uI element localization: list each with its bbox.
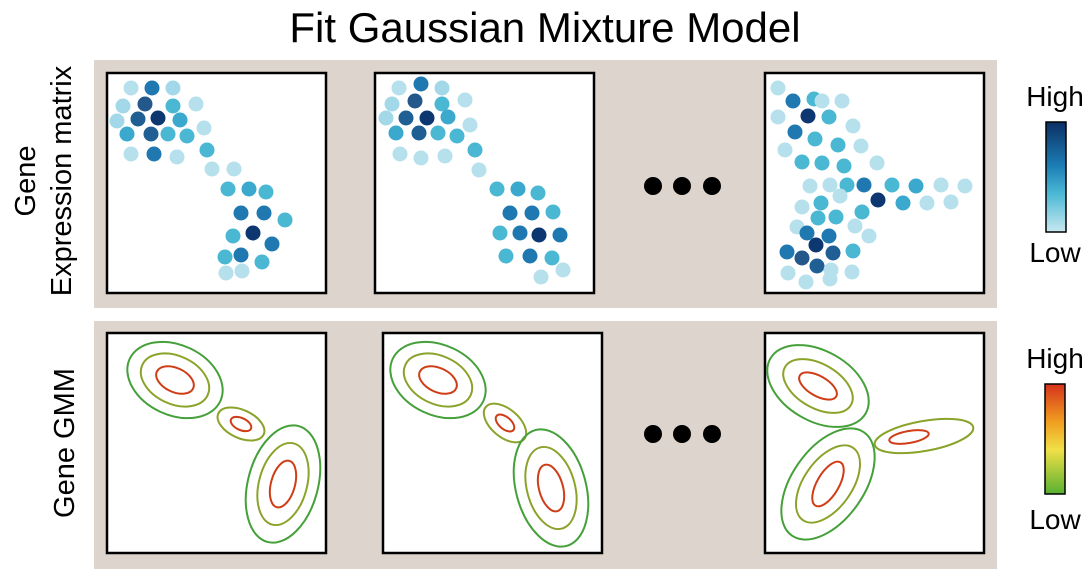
gmm-legend: High Low <box>1026 343 1084 535</box>
legend-high-label: High <box>1026 81 1084 112</box>
gmm-contour-icon <box>766 344 975 541</box>
legend-low-label: Low <box>1029 504 1081 535</box>
row-label-expression-matrix: Expression matrix <box>46 65 78 296</box>
gmm-panel-1 <box>105 331 328 555</box>
expression-colorbar <box>1045 121 1067 233</box>
expression-panel-1 <box>105 71 328 295</box>
down-arrow-connector-fill <box>638 321 727 346</box>
gene-expression-scatter-icon <box>378 76 571 285</box>
expression-legend: High Low <box>1026 81 1084 268</box>
expression-panel-frame <box>105 71 328 295</box>
expression-panel-3 <box>763 71 986 295</box>
legend-high-label: High <box>1026 343 1084 374</box>
row-label-gene: Gene <box>10 146 42 217</box>
expression-panel-2 <box>373 71 596 295</box>
ellipsis-dots-icon <box>644 425 721 443</box>
gmm-panel-2 <box>381 331 604 555</box>
legend-low-label: Low <box>1029 237 1081 268</box>
gmm-contour-icon <box>389 340 590 548</box>
gmm-colorbar <box>1044 383 1066 495</box>
gene-expression-scatter-icon <box>109 80 293 281</box>
expression-panel-frame <box>373 71 596 295</box>
gene-expression-scatter-icon <box>770 80 973 290</box>
gmm-panel-3 <box>763 331 986 555</box>
figure-title: Fit Gaussian Mixture Model <box>289 4 800 51</box>
row-label-gene-gmm: Gene GMM <box>49 368 81 518</box>
gmm-contour-icon <box>126 340 322 544</box>
ellipsis-dots-icon <box>644 177 721 195</box>
gmm-panel-frame <box>381 331 604 555</box>
